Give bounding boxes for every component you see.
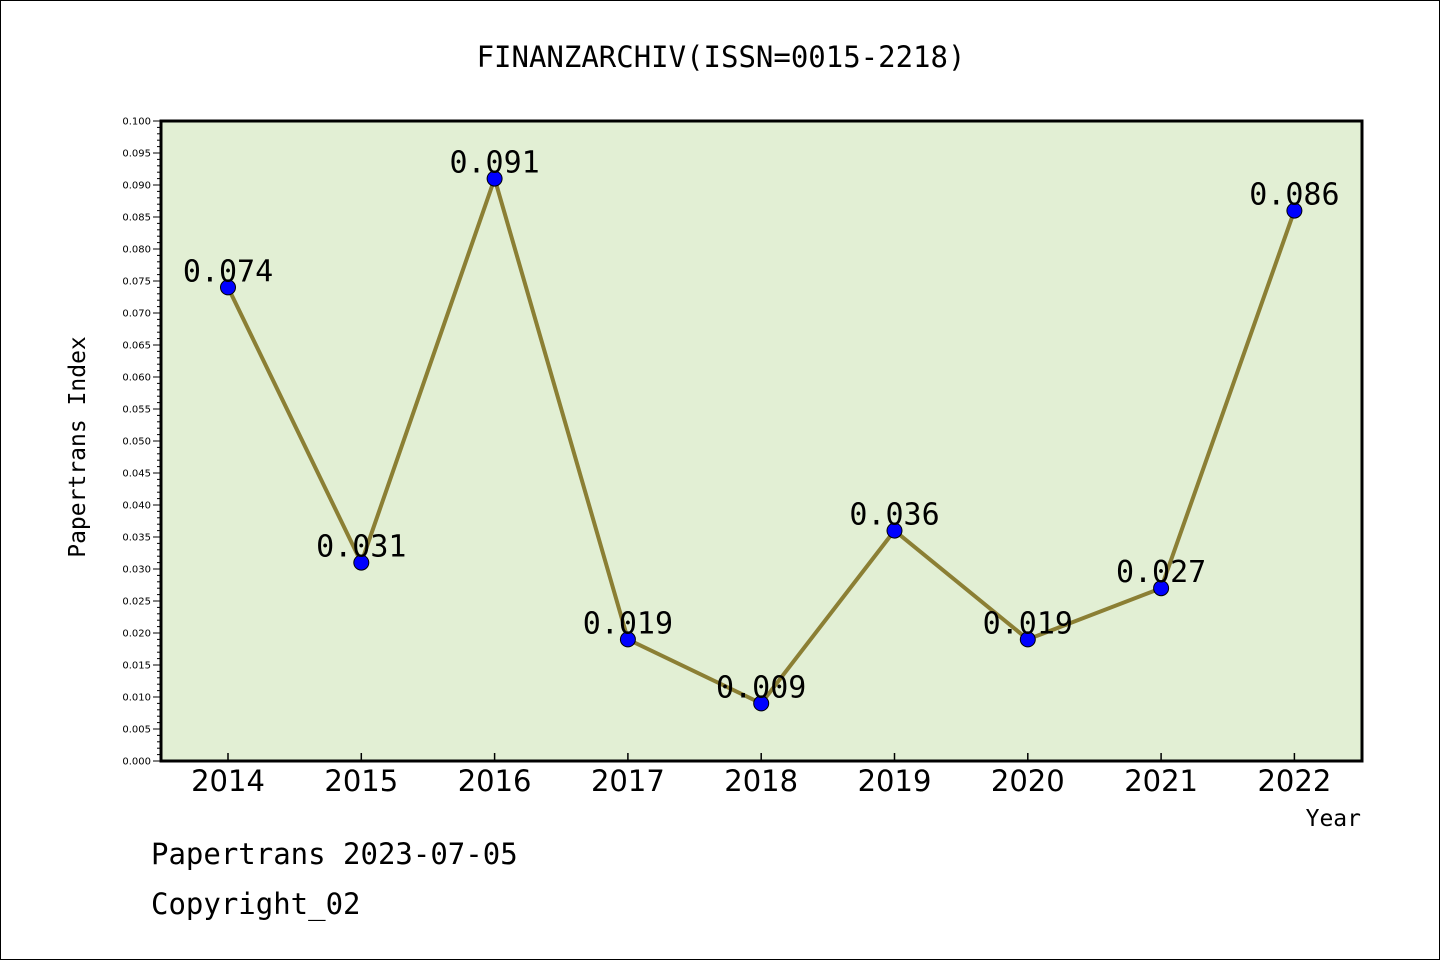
x-tick-label: 2021 [1124,764,1198,798]
data-point [753,695,770,712]
data-label: 0.027 [1116,555,1206,590]
x-tick-label: 2022 [1257,764,1331,798]
y-axis-label: Papertrans Index [65,336,91,558]
x-tick-label: 2016 [458,764,532,798]
y-tick-label: 0.055 [122,405,151,416]
data-label: 0.036 [849,498,939,533]
data-label: 0.091 [449,146,539,181]
y-tick-label: 0.085 [122,213,151,224]
data-point [486,170,503,187]
data-label: 0.009 [716,670,806,705]
x-tick-label: 2017 [591,764,665,798]
data-label: 0.086 [1249,178,1339,213]
footer-copyright: Copyright_02 [151,887,361,922]
x-tick-label: 2014 [191,764,265,798]
y-tick-label: 0.090 [122,181,151,192]
data-label: 0.019 [583,606,673,641]
y-tick-label: 0.010 [122,693,151,704]
y-tick-label: 0.050 [122,437,151,448]
data-point [1019,631,1036,648]
data-point [1153,580,1170,597]
y-tick-label: 0.045 [122,469,151,480]
x-tick-label: 2015 [324,764,398,798]
x-tick-label: 2018 [724,764,798,798]
y-tick-label: 0.100 [122,117,151,128]
y-tick-label: 0.030 [122,565,151,576]
y-tick-label: 0.070 [122,309,151,320]
y-tick-label: 0.040 [122,501,151,512]
footer-date: Papertrans 2023-07-05 [151,837,518,871]
chart-title: FINANZARCHIV(ISSN=0015-2218) [477,40,966,74]
y-tick-label: 0.020 [122,629,151,640]
data-label: 0.074 [183,254,273,289]
y-tick-label: 0.035 [122,533,151,544]
y-tick-label: 0.075 [122,277,151,288]
y-tick-label: 0.065 [122,341,151,352]
x-tick-label: 2020 [991,764,1065,798]
data-point [220,279,236,296]
data-point [886,522,903,539]
y-tick-label: 0.025 [122,597,151,608]
y-tick-label: 0.080 [122,245,151,256]
y-tick-label: 0.015 [122,661,151,672]
x-tick-label: 2019 [858,764,932,798]
y-tick-label: 0.095 [122,149,151,160]
y-tick-label: 0.060 [122,373,151,384]
data-point [619,631,636,648]
data-label: 0.031 [316,530,406,565]
y-tick-label: 0.005 [122,725,151,736]
data-point [353,554,370,571]
plot-area [161,121,1362,761]
x-axis-label: Year [1306,806,1361,832]
data-point [1286,202,1303,219]
data-label: 0.019 [983,606,1073,641]
y-tick-label: 0.000 [122,757,151,768]
